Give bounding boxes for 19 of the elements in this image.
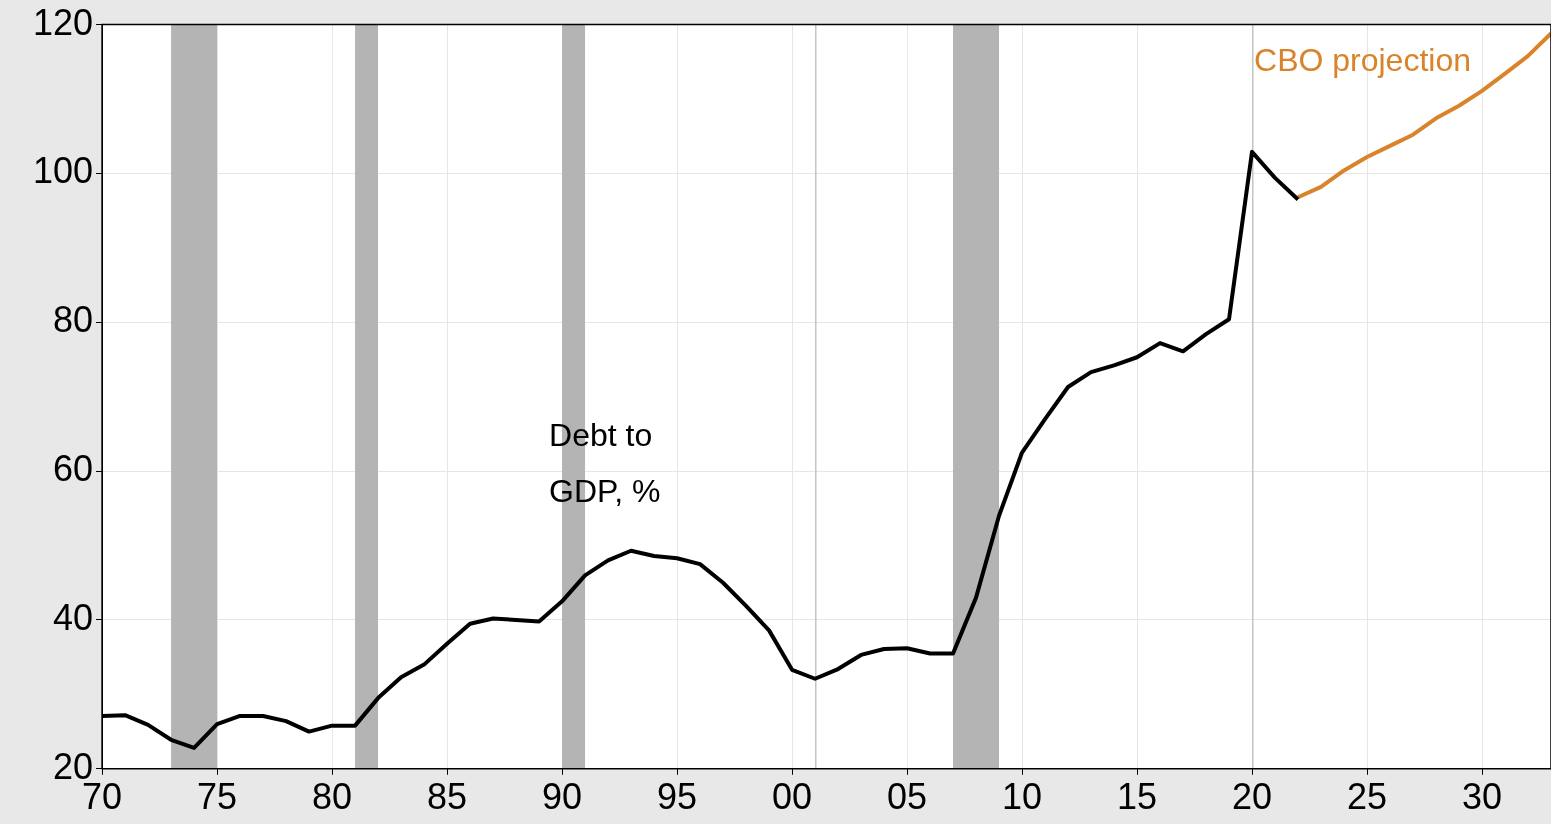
x-tick-label: 30 xyxy=(1461,776,1503,818)
y-tick-label: 40 xyxy=(53,596,94,638)
x-tick-label: 85 xyxy=(427,776,468,818)
x-tick-label: 90 xyxy=(542,776,583,818)
y-tick-label: 60 xyxy=(53,448,94,490)
series-label: CBO projection xyxy=(1254,41,1471,78)
y-tick-label: 80 xyxy=(53,299,94,341)
x-tick-label: 80 xyxy=(312,776,353,818)
x-tick-label: 20 xyxy=(1231,776,1273,818)
y-tick-label: 120 xyxy=(32,1,94,43)
x-tick-label: 00 xyxy=(772,776,813,818)
y-tick-label: 100 xyxy=(32,150,94,192)
series-label: Debt to GDP, % xyxy=(549,417,661,510)
x-tick-label: 15 xyxy=(1116,776,1158,818)
x-tick-label: 95 xyxy=(657,776,698,818)
x-tick-label: 10 xyxy=(1002,776,1043,818)
x-tick-label: 05 xyxy=(887,776,928,818)
x-tick-label: 75 xyxy=(197,776,238,818)
x-tick-label: 25 xyxy=(1346,776,1388,818)
